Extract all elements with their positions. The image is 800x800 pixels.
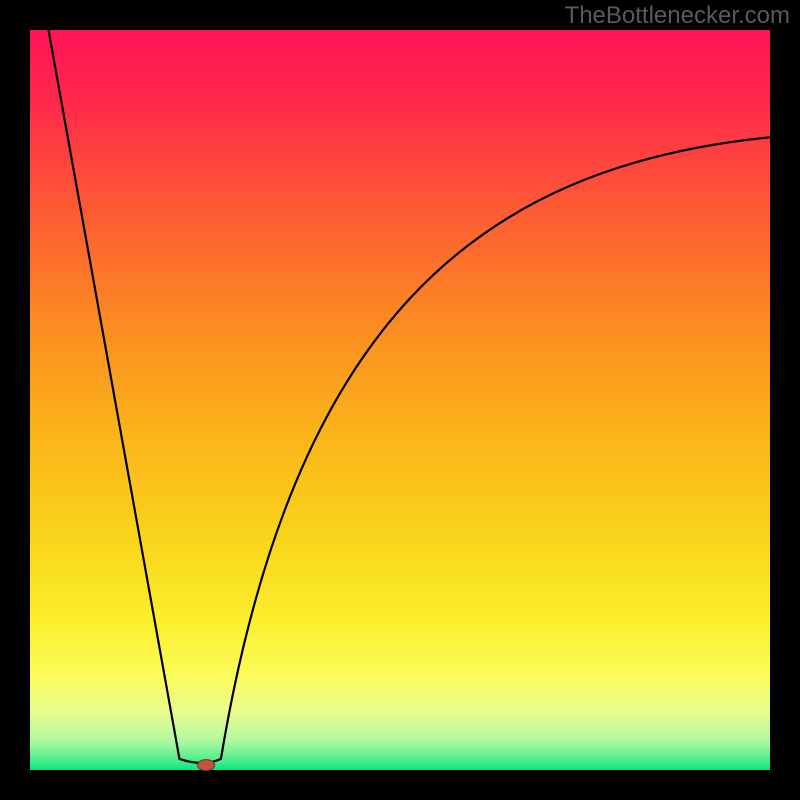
watermark-text: TheBottlenecker.com	[565, 2, 790, 30]
chart-frame: TheBottlenecker.com	[0, 0, 800, 800]
bottleneck-curve	[30, 30, 770, 770]
optimal-point-marker	[197, 759, 215, 771]
plot-area	[30, 30, 770, 770]
curve-path	[49, 30, 771, 763]
